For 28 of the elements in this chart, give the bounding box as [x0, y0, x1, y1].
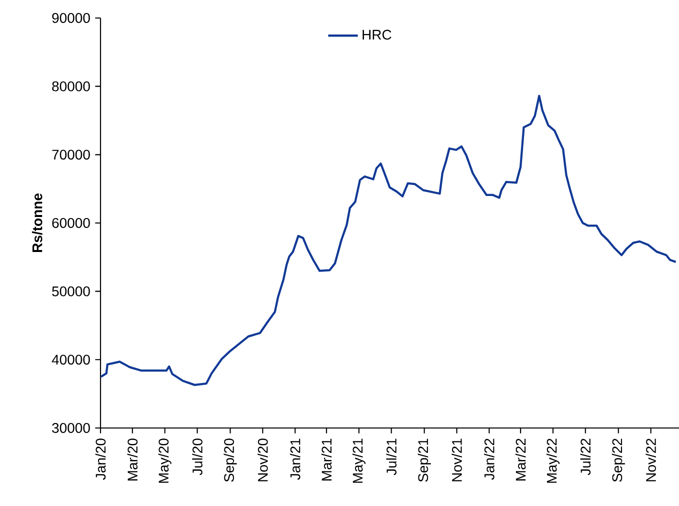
x-tick-label: May/20 [158, 438, 172, 483]
y-tick-label: 50000 [52, 286, 90, 296]
x-tick-label: Sep/20 [224, 438, 237, 482]
x-tick-label: Jul/22 [580, 438, 591, 476]
y-tick-label: 70000 [52, 150, 90, 160]
x-tick-label: May/21 [352, 438, 366, 483]
x-tick-label: Mar/22 [515, 438, 526, 480]
x-tick-label: Jan/20 [95, 438, 106, 480]
x-tick-label: Mar/20 [127, 438, 138, 480]
x-tick-label: Jul/21 [386, 438, 397, 476]
y-tick-label: 80000 [52, 81, 90, 92]
line-series [100, 94, 677, 386]
x-tick-label: Jan/22 [484, 438, 494, 480]
y-tick-label: 60000 [52, 218, 90, 228]
x-tick-label: Mar/21 [321, 438, 332, 480]
x-tick-label: Nov/21 [452, 438, 462, 482]
x-tick-label: Nov/20 [258, 438, 268, 482]
y-axis-title: Rs/tonne [32, 194, 42, 252]
y-tick-label: 40000 [52, 354, 90, 365]
y-tick-label: 30000 [52, 423, 90, 433]
x-tick-label: Jan/21 [290, 438, 300, 480]
x-tick-label: Sep/21 [418, 438, 431, 482]
x-tick-label: Sep/22 [612, 438, 625, 482]
x-tick-label: Nov/22 [646, 438, 656, 482]
legend-label: HRC [362, 30, 392, 40]
y-tick-label: 90000 [52, 13, 90, 23]
x-tick-label: May/22 [546, 438, 560, 483]
x-tick-label: Jul/20 [192, 438, 202, 476]
